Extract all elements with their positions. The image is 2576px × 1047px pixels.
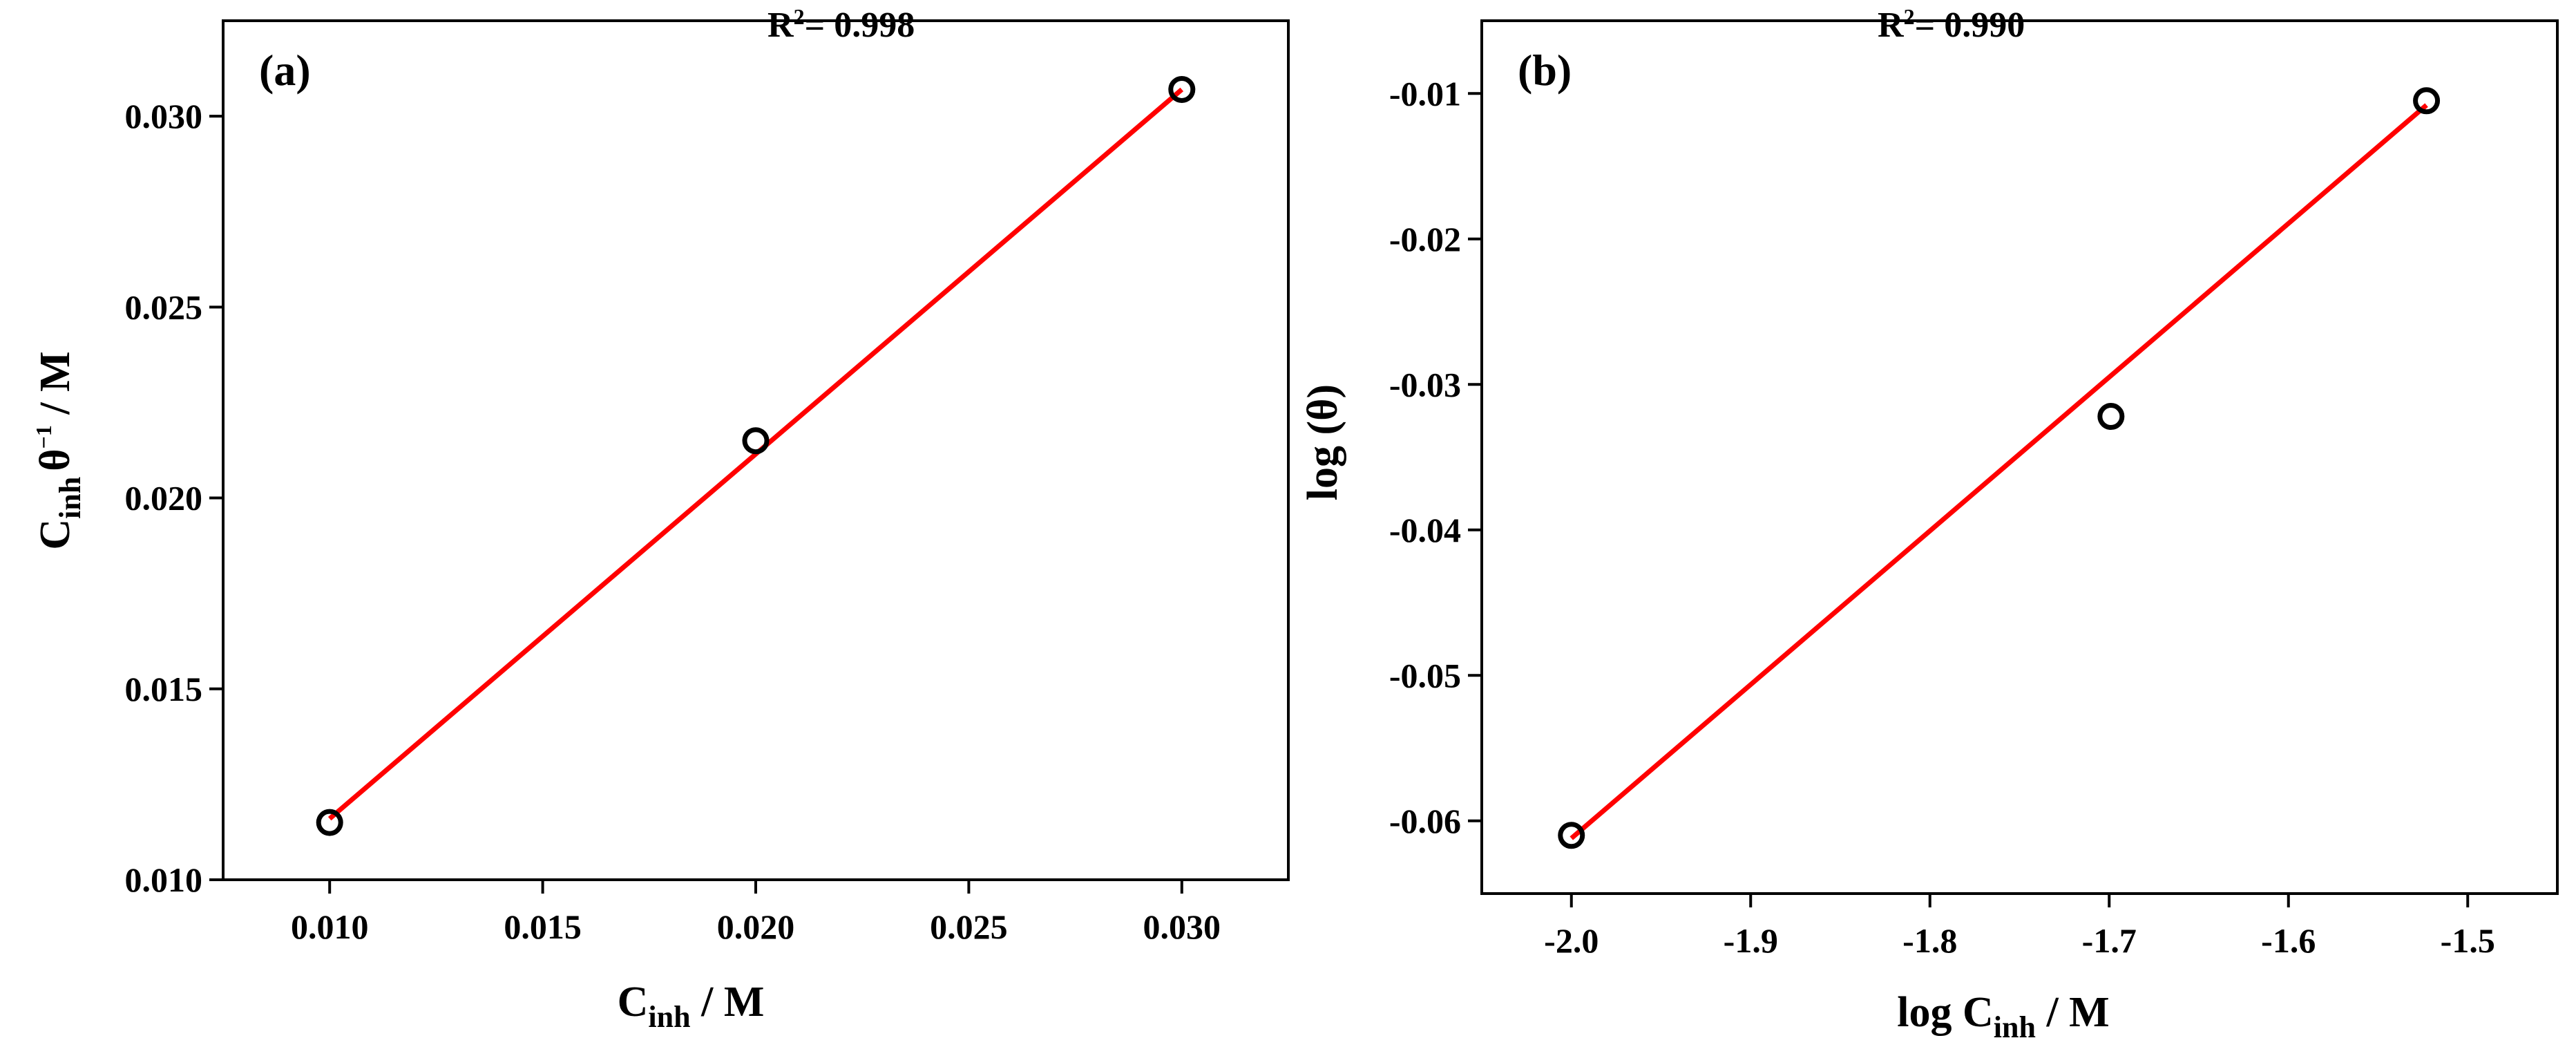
panel-b-y-tick-label: -0.05 [1389,656,1461,695]
panel-b-data-point [2413,87,2441,115]
panel-a-ylabel-sub: inh [53,477,87,519]
panel-a-y-tick-label: 0.010 [125,860,203,899]
panel-a-xlabel-sub: inh [648,1000,690,1034]
panel-b-xlabel-rest: / M [2036,989,2110,1036]
panel-a-r2-prefix: R [767,6,794,45]
panel-a-y-tick-label: 0.025 [125,287,203,326]
panel-b-ticks: -2.0 -1.9 -1.8 -1.7 -1.6 -1.5 -0.06 -0.05 -0.04 -… [1389,74,2495,960]
panel-b-x-tick-label: -1.8 [1902,921,1957,960]
panel-a-x-tick-label: 0.030 [1143,907,1221,946]
panel-a-y-axis-title: Cinh θ−1 / M [31,351,87,549]
panel-a-x-tick-label: 0.010 [291,907,369,946]
panel-b-ylabel-main: log (θ) [1299,384,1346,500]
panel-a-label: (a) [259,46,311,95]
panel-b-plot-frame [1480,19,2559,895]
panel-b-x-tick-label: -1.9 [1724,921,1778,960]
panel-b-data-points [1558,87,2441,849]
panel-a-x-tick-label: 0.025 [930,907,1008,946]
panel-b-y-tick-label: -0.06 [1389,802,1461,840]
panel-b-x-axis-title: log Cinh / M [1897,989,2109,1044]
panel-a-ylabel-rest: / M [32,351,79,425]
panel-b-y-tick-label: -0.01 [1389,74,1461,113]
panel-b-label: (b) [1518,46,1572,95]
panel-b-y-tick-label: -0.04 [1389,511,1461,549]
panel-b-x-tick-label: -2.0 [1544,921,1599,960]
panel-a-ylabel-main: C [32,519,79,550]
panel-b-xlabel-main: log C [1897,989,1994,1036]
panel-a-xlabel-rest: / M [691,979,765,1026]
panel-b-r2-exponent: 2 [1904,4,1915,29]
panel-a-data-point [742,427,770,455]
panel-b-fit-line [1570,103,2428,840]
panel-b-x-tick-label: -1.5 [2441,921,2495,960]
panel-b-y-axis-title: log (θ) [1299,384,1346,500]
panel-b-y-tick-label: -0.03 [1389,365,1461,404]
panel-b: -2.0 -1.9 -1.8 -1.7 -1.6 -1.5 -0.06 -0.05 -0.04 -… [1299,4,2559,1044]
panel-b-x-tick-label: -1.7 [2082,921,2137,960]
panel-a-xlabel-main: C [618,979,649,1026]
panel-a-y-tick-label: 0.030 [125,97,203,135]
panel-b-r2-prefix: R [1878,6,1905,45]
panel-a-ticks: 0.010 0.015 0.020 0.025 0.030 0.010 0.015 0.020… [125,97,1221,946]
panel-a-ylabel-theta: θ [32,449,79,471]
panel-a-data-point [1168,75,1196,103]
panel-a-r2-value: = 0.998 [805,6,915,45]
panel-a-ylabel-sup: −1 [31,425,56,449]
panel-a-r2-exponent: 2 [794,4,805,29]
panel-b-xlabel-sub: inh [1994,1010,2036,1044]
panel-b-r2-value: = 0.990 [1915,6,2025,45]
panel-a-y-tick-label: 0.020 [125,479,203,518]
panel-a-x-axis-title: Cinh / M [618,979,765,1034]
panel-b-y-tick-label: -0.02 [1389,220,1461,258]
panel-a: 0.010 0.015 0.020 0.025 0.030 0.010 0.015 0.020… [31,4,1290,1034]
panel-a-x-tick-label: 0.020 [717,907,795,946]
panel-a-data-points [316,75,1196,836]
panel-a-r2-annotation: R2= 0.998 [767,4,915,45]
panel-b-data-point [2097,403,2125,431]
panel-b-data-point [1558,822,1585,849]
panel-a-y-tick-label: 0.015 [125,670,203,708]
panel-a-data-point [316,809,343,836]
panel-b-x-tick-label: -1.6 [2261,921,2316,960]
panel-a-x-tick-label: 0.015 [504,907,582,946]
panel-b-r2-annotation: R2= 0.990 [1878,4,2025,45]
